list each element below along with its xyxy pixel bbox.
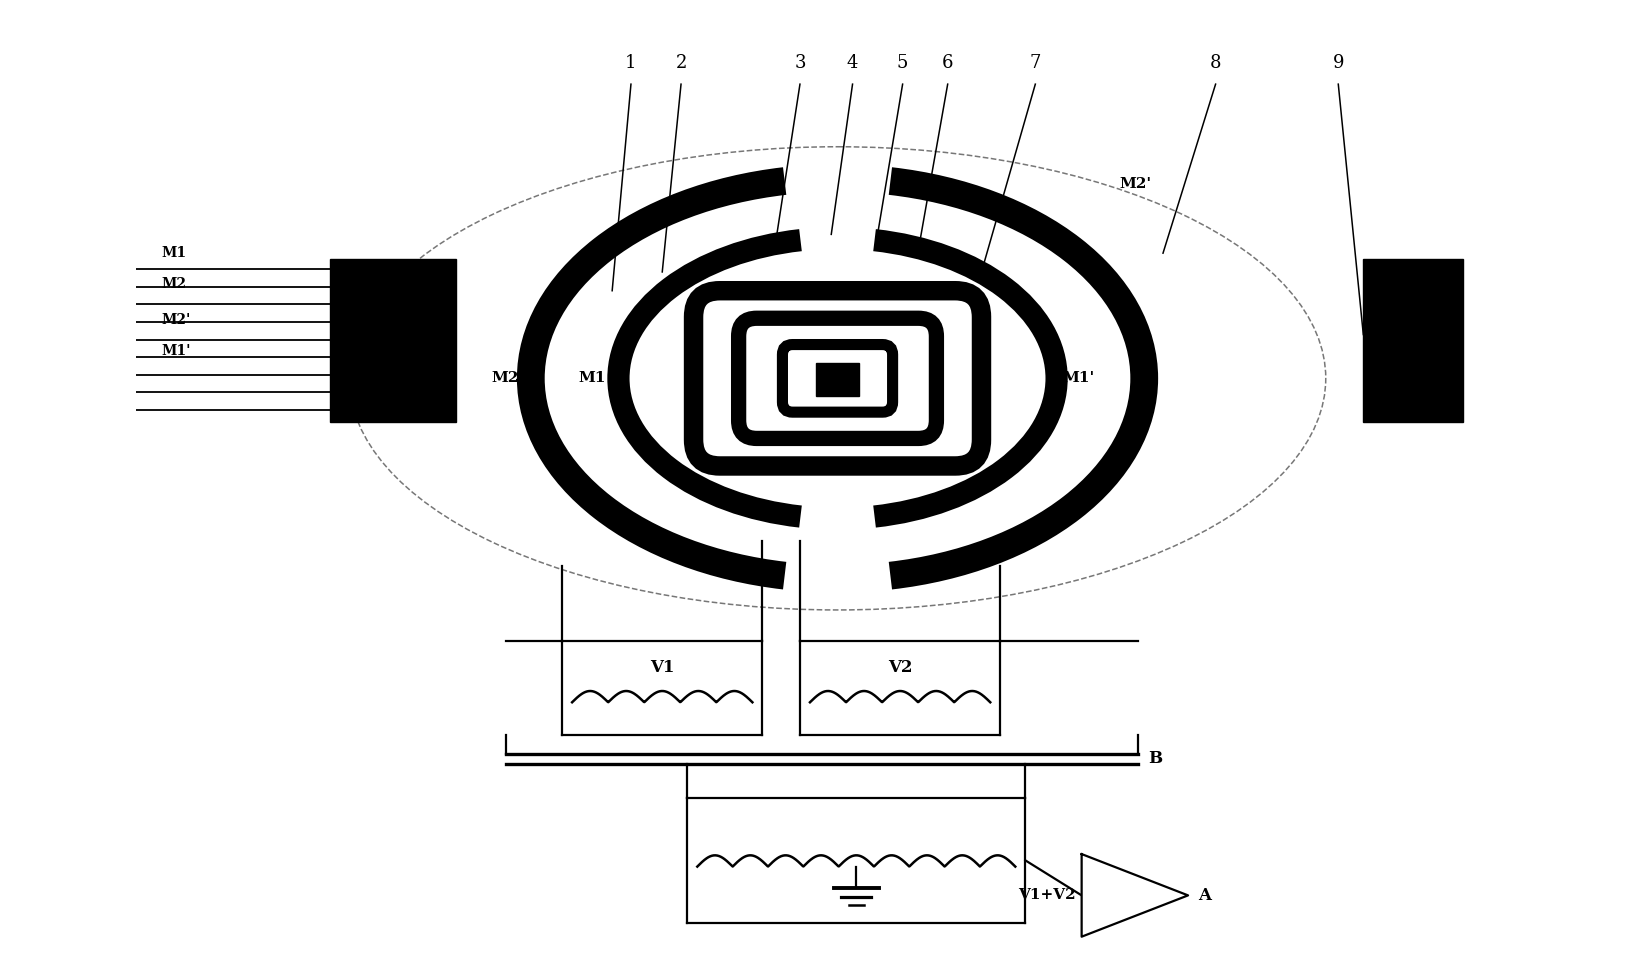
Bar: [330, 259, 455, 422]
FancyBboxPatch shape: [782, 345, 893, 412]
Text: 2: 2: [675, 54, 686, 72]
Text: M1: M1: [579, 371, 606, 386]
Bar: [1363, 259, 1464, 422]
FancyBboxPatch shape: [693, 291, 982, 466]
Text: V1: V1: [650, 658, 675, 676]
Text: A: A: [1198, 887, 1211, 903]
Text: 1: 1: [625, 54, 637, 72]
Text: 9: 9: [1333, 54, 1345, 72]
Text: V1+V2: V1+V2: [1018, 888, 1076, 902]
Text: 7: 7: [1030, 54, 1041, 72]
Text: M2: M2: [492, 371, 518, 386]
Bar: [817, 364, 858, 396]
Text: V2: V2: [888, 658, 912, 676]
Text: M1': M1': [162, 344, 191, 358]
Text: B: B: [1148, 750, 1162, 768]
Text: M2': M2': [162, 313, 191, 326]
Text: 3: 3: [794, 54, 805, 72]
Text: M2': M2': [1119, 176, 1152, 190]
FancyBboxPatch shape: [739, 319, 937, 438]
Text: 5: 5: [898, 54, 908, 72]
Text: M1': M1': [1063, 371, 1096, 386]
Text: 8: 8: [1209, 54, 1221, 72]
Text: M2: M2: [162, 278, 186, 292]
Text: 4: 4: [846, 54, 858, 72]
Text: M1: M1: [162, 246, 186, 260]
Polygon shape: [1082, 854, 1188, 937]
Text: 6: 6: [942, 54, 954, 72]
